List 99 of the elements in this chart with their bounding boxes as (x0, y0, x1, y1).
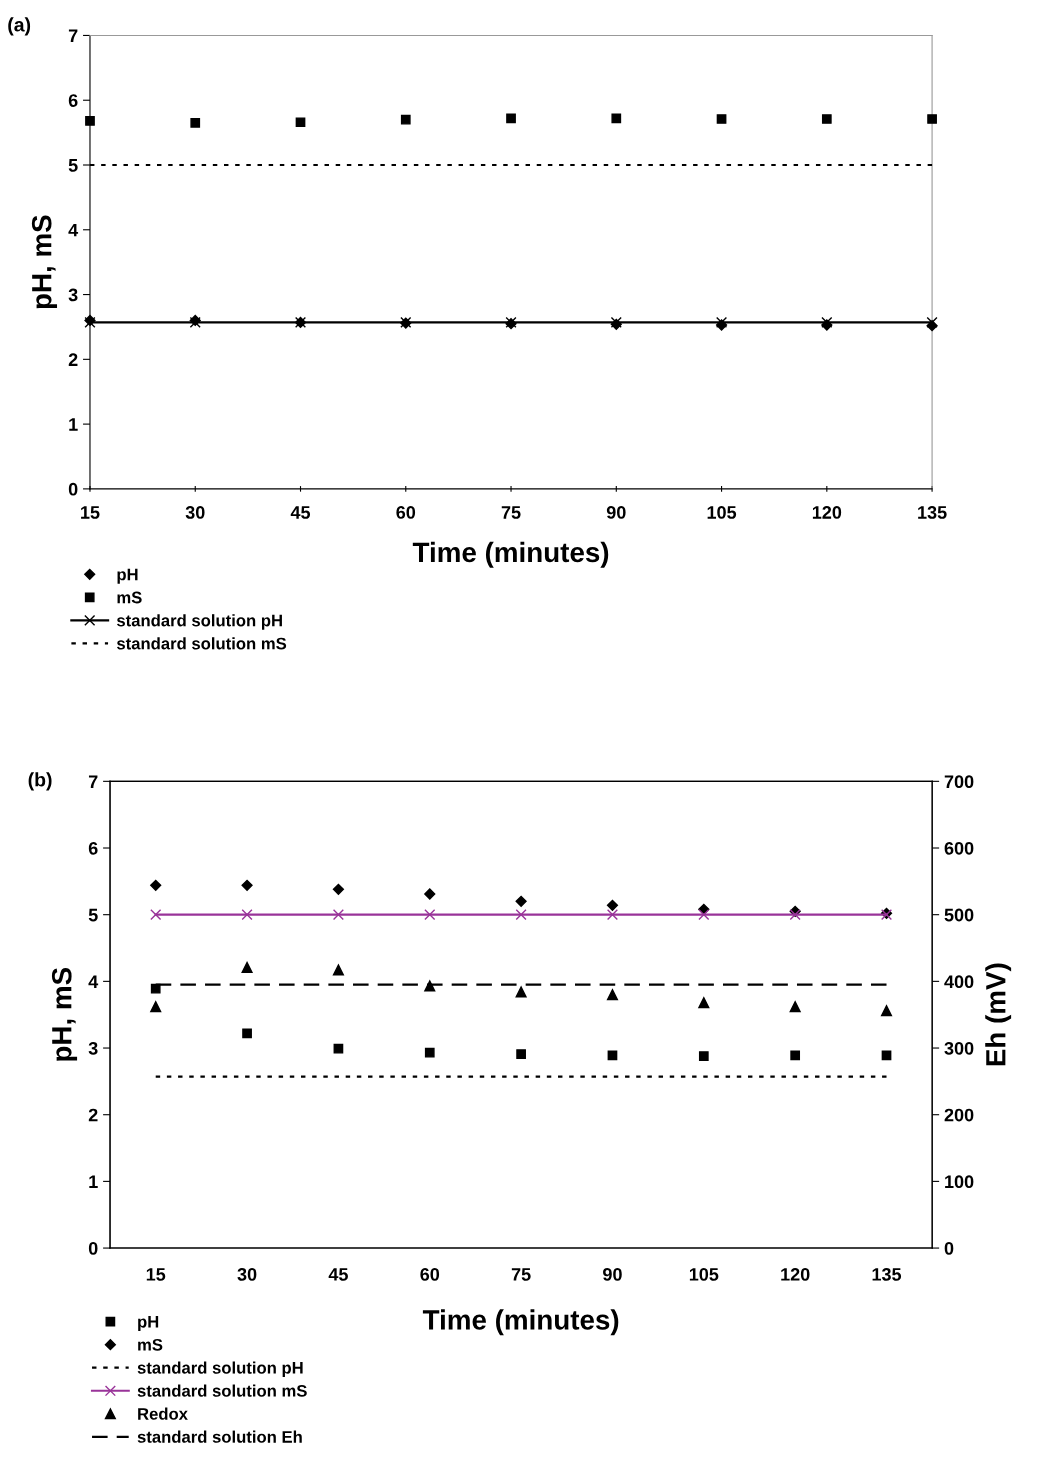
y-tick-label: 0 (88, 1242, 98, 1255)
point (332, 909, 344, 921)
point (790, 1050, 801, 1061)
point (241, 879, 253, 891)
x-tick-label: 135 (918, 506, 947, 519)
x-tick-label: 60 (420, 1267, 440, 1281)
x-tick-label: 75 (501, 506, 521, 519)
point (611, 113, 622, 124)
y-tick-label: 7 (68, 29, 78, 42)
y-tick-label: 1 (69, 418, 78, 431)
y2-tick-label: 400 (944, 975, 974, 989)
x-tick-label: 90 (603, 1267, 622, 1281)
legend-label: pH (117, 568, 138, 584)
point (606, 909, 619, 921)
point (515, 986, 527, 998)
point (698, 1051, 709, 1061)
legend-label: standard solution pH (116, 614, 282, 630)
y2-tick-label: 200 (944, 1108, 974, 1122)
point (716, 114, 727, 124)
y-tick-label: 4 (68, 223, 79, 237)
legend-label: standard solution pH (137, 1361, 303, 1378)
x-axis-title: Time (minutes) (412, 541, 609, 568)
point (424, 980, 436, 992)
y-tick-label: 3 (68, 288, 78, 302)
x-tick-label: 45 (328, 1268, 348, 1281)
point (506, 113, 516, 124)
point (606, 899, 619, 911)
x-tick-label: 105 (707, 506, 737, 519)
point (190, 118, 201, 128)
point (241, 961, 253, 973)
y2-tick-label: 300 (944, 1041, 974, 1055)
chart-title: (a) (8, 17, 31, 36)
x-tick-label: 15 (146, 1268, 166, 1281)
point (150, 879, 162, 891)
point (515, 909, 527, 921)
x-tick-label: 120 (781, 1267, 810, 1281)
point (241, 909, 253, 921)
y-tick-label: 2 (88, 1108, 98, 1122)
legend-label: mS (138, 1338, 163, 1351)
y-tick-label: 5 (68, 159, 78, 172)
y-tick-label: 0 (68, 482, 78, 496)
legend-label: mS (117, 591, 142, 604)
point (150, 983, 161, 994)
y-tick-label: 6 (68, 94, 78, 107)
point (424, 1047, 435, 1058)
y-tick-label: 7 (88, 775, 98, 788)
x-tick-label: 60 (396, 506, 416, 519)
point (332, 964, 344, 976)
point (150, 1001, 162, 1013)
legend-label: standard solution mS (116, 637, 287, 650)
y2-tick-label: 600 (944, 841, 974, 855)
point (85, 116, 95, 126)
x-tick-label: 15 (81, 506, 100, 519)
point (332, 883, 345, 895)
y-axis-title: pH, mS (51, 967, 78, 1061)
point (242, 1028, 252, 1039)
chart-title: (b) (28, 772, 52, 791)
x-tick-label: 120 (812, 506, 842, 519)
y-tick-label: 6 (88, 841, 98, 855)
point (516, 1049, 526, 1059)
x-tick-label: 75 (511, 1268, 531, 1281)
point (424, 888, 436, 900)
y2-tick-label: 700 (944, 775, 974, 789)
x-tick-label: 30 (185, 506, 205, 519)
y-tick-label: 5 (88, 908, 98, 922)
point (424, 909, 436, 921)
y2-tick-label: 0 (944, 1242, 954, 1255)
x-tick-label: 105 (689, 1267, 719, 1281)
x-tick-label: 135 (872, 1267, 902, 1281)
x-tick-label: 30 (237, 1267, 257, 1281)
point (698, 909, 710, 921)
legend-label: standard solution mS (137, 1384, 307, 1397)
point (333, 1043, 344, 1054)
point (295, 117, 306, 128)
point (789, 909, 801, 921)
point (926, 316, 938, 328)
legend-label: Redox (138, 1407, 188, 1420)
y-tick-label: 1 (89, 1175, 98, 1188)
y-tick-label: 4 (88, 975, 99, 988)
x-tick-label: 45 (290, 506, 311, 519)
x-axis-title: Time (minutes) (422, 1309, 619, 1336)
y-tick-label: 2 (68, 353, 78, 366)
point (515, 895, 527, 907)
y2-tick-label: 100 (945, 1175, 974, 1189)
legend-label: standard solution Eh (137, 1430, 302, 1443)
y2-axis-title: Eh (mV) (985, 963, 1012, 1066)
point (400, 114, 411, 125)
point (927, 114, 937, 124)
y-tick-label: 3 (88, 1041, 98, 1055)
point (698, 997, 710, 1009)
point (821, 114, 832, 124)
point (789, 1001, 801, 1013)
legend-label: pH (138, 1316, 159, 1331)
y-axis-title: pH, mS (31, 215, 58, 309)
x-tick-label: 90 (606, 506, 626, 519)
point (606, 989, 619, 1001)
y2-tick-label: 500 (944, 908, 974, 922)
point (150, 909, 162, 921)
point (880, 1005, 893, 1017)
